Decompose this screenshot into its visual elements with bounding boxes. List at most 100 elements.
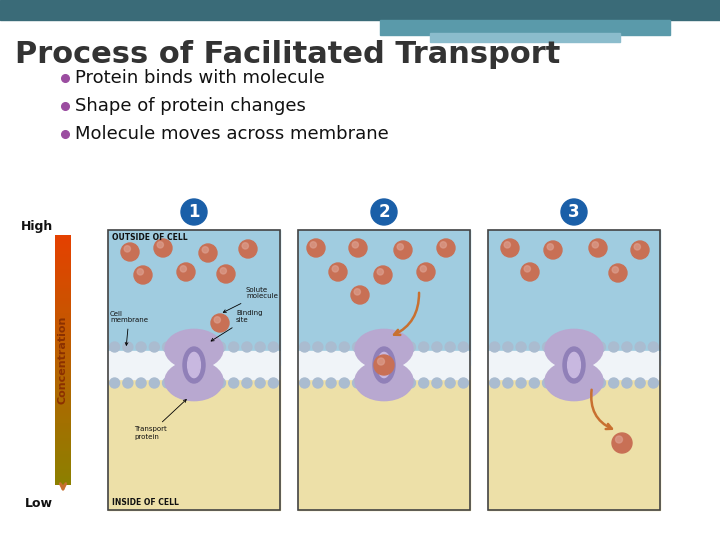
Bar [55, 378, 71, 382]
Circle shape [255, 342, 265, 352]
Bar [55, 250, 71, 254]
Bar [55, 435, 71, 438]
Bar [178, 356, 210, 374]
Bar [55, 431, 71, 435]
Bar [55, 403, 71, 407]
Bar [55, 260, 71, 263]
Circle shape [635, 342, 645, 352]
Circle shape [177, 263, 195, 281]
Circle shape [134, 266, 152, 284]
Circle shape [445, 378, 455, 388]
Circle shape [123, 378, 133, 388]
Circle shape [300, 342, 310, 352]
Circle shape [440, 242, 446, 248]
Circle shape [242, 242, 248, 249]
Bar [55, 472, 71, 476]
Circle shape [524, 266, 531, 272]
Bar [55, 334, 71, 338]
Circle shape [217, 265, 235, 283]
Circle shape [214, 316, 220, 323]
Circle shape [503, 342, 513, 352]
Bar [55, 275, 71, 279]
Circle shape [339, 342, 349, 352]
Circle shape [569, 378, 579, 388]
Circle shape [300, 378, 310, 388]
Bar [55, 272, 71, 275]
Bar [488, 230, 660, 510]
Bar [430, 33, 620, 42]
Circle shape [529, 378, 539, 388]
Circle shape [353, 342, 363, 352]
Circle shape [543, 378, 552, 388]
Text: Binding
site: Binding site [211, 310, 263, 341]
Bar [368, 356, 400, 374]
Bar [55, 256, 71, 260]
Bar [55, 319, 71, 322]
Bar [55, 444, 71, 448]
Circle shape [516, 378, 526, 388]
Circle shape [503, 378, 513, 388]
Circle shape [189, 342, 199, 352]
Circle shape [163, 342, 173, 352]
Circle shape [595, 378, 606, 388]
Bar [55, 269, 71, 273]
Circle shape [582, 378, 593, 388]
Text: Process of Facilitated Transport: Process of Facilitated Transport [15, 40, 560, 69]
Circle shape [649, 342, 658, 352]
Circle shape [417, 263, 435, 281]
Circle shape [354, 289, 361, 295]
Circle shape [326, 378, 336, 388]
Circle shape [609, 264, 627, 282]
Circle shape [366, 378, 376, 388]
Circle shape [229, 342, 239, 352]
Bar [298, 230, 470, 510]
Circle shape [136, 378, 146, 388]
Text: Transport
protein: Transport protein [134, 400, 186, 440]
Circle shape [556, 342, 566, 352]
Circle shape [419, 342, 428, 352]
Circle shape [490, 342, 500, 352]
Circle shape [242, 342, 252, 352]
Bar [55, 413, 71, 416]
Text: 1: 1 [188, 203, 199, 221]
Text: Shape of protein changes: Shape of protein changes [75, 97, 306, 115]
Circle shape [445, 342, 455, 352]
Circle shape [547, 244, 554, 250]
Circle shape [313, 342, 323, 352]
Circle shape [332, 266, 338, 272]
Bar [55, 463, 71, 466]
Bar [55, 481, 71, 485]
Circle shape [310, 242, 317, 248]
Bar [298, 365, 470, 510]
Bar [55, 281, 71, 285]
Circle shape [157, 242, 163, 248]
Circle shape [181, 199, 207, 225]
Bar [55, 447, 71, 450]
Circle shape [339, 378, 349, 388]
Circle shape [123, 342, 133, 352]
Bar [55, 369, 71, 373]
Text: OUTSIDE OF CELL: OUTSIDE OF CELL [112, 233, 188, 242]
Circle shape [543, 342, 552, 352]
Circle shape [137, 269, 143, 275]
Text: Solute
molecule: Solute molecule [223, 287, 278, 312]
Circle shape [379, 342, 389, 352]
Bar [488, 365, 660, 510]
Circle shape [220, 268, 227, 274]
Circle shape [374, 266, 392, 284]
Circle shape [569, 342, 579, 352]
Circle shape [397, 244, 403, 250]
Bar [55, 375, 71, 379]
Bar [55, 316, 71, 319]
Bar [55, 453, 71, 457]
Circle shape [622, 378, 632, 388]
Bar [55, 356, 71, 360]
Circle shape [149, 342, 159, 352]
Circle shape [180, 266, 186, 272]
Bar [55, 347, 71, 350]
Bar [55, 381, 71, 385]
Circle shape [353, 378, 363, 388]
Circle shape [616, 436, 623, 443]
Circle shape [459, 378, 469, 388]
Text: Molecule moves across membrane: Molecule moves across membrane [75, 125, 389, 143]
